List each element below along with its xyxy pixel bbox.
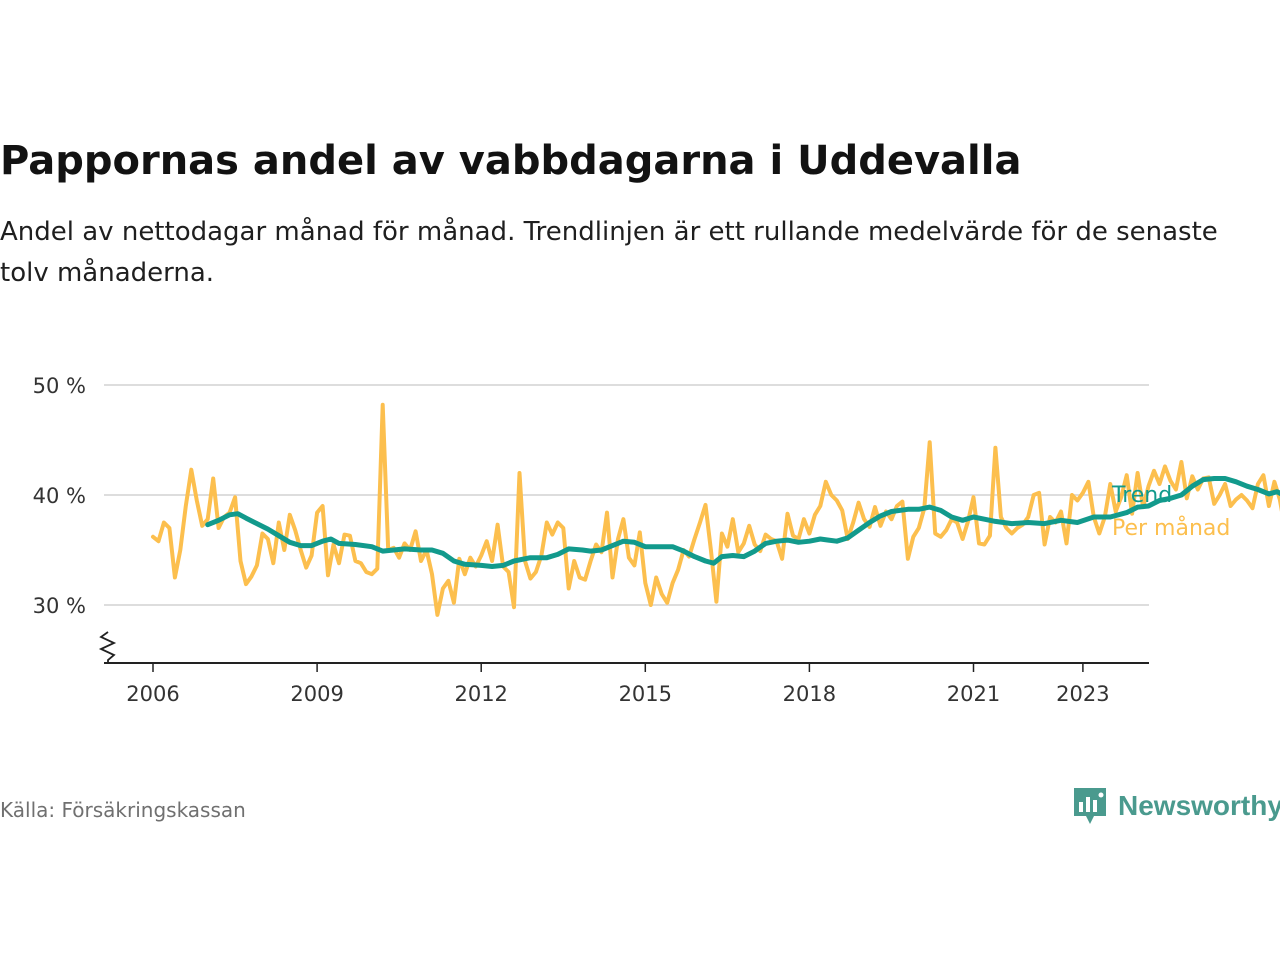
brand-name: Newsworthy: [1118, 790, 1280, 821]
line-chart: 50 % 40 % 30 % 2006 2009 2012 2015 2018 2021 202…: [33, 374, 1280, 706]
source-note: Källa: Försäkringskassan: [0, 798, 246, 822]
x-tick-label: 2021: [947, 682, 1000, 706]
y-tick-label: 50 %: [33, 374, 86, 398]
x-tick-label: 2023: [1056, 682, 1109, 706]
series-line-trend: [205, 476, 1280, 569]
x-axis-ticks: 2006 2009 2012 2015 2018 2021 2023: [126, 663, 1110, 706]
y-axis-ticks: 50 % 40 % 30 %: [33, 374, 86, 618]
x-tick-label: 2018: [783, 682, 836, 706]
x-tick-label: 2015: [619, 682, 672, 706]
x-axis: [98, 631, 1149, 664]
gridlines: [104, 384, 1149, 606]
series-label-per-manad: Per månad: [1112, 515, 1230, 541]
y-tick-label: 40 %: [33, 484, 86, 508]
chart-subtitle: Andel av nettodagar månad för månad. Tre…: [0, 217, 1218, 288]
axis-break-icon: [98, 631, 117, 663]
x-tick-label: 2012: [454, 682, 507, 706]
x-tick-label: 2009: [290, 682, 343, 706]
x-tick-label: 2006: [126, 682, 179, 706]
chart-title: Pappornas andel av vabbdagarna i Uddeval…: [0, 138, 1022, 184]
series-label-trend: Trend: [1111, 483, 1172, 508]
series-line-per-manad: [151, 402, 1280, 617]
brand-logo: Newsworthy: [1072, 786, 1280, 826]
newsworthy-logo-icon: [1074, 788, 1106, 824]
y-tick-label: 30 %: [33, 594, 86, 618]
